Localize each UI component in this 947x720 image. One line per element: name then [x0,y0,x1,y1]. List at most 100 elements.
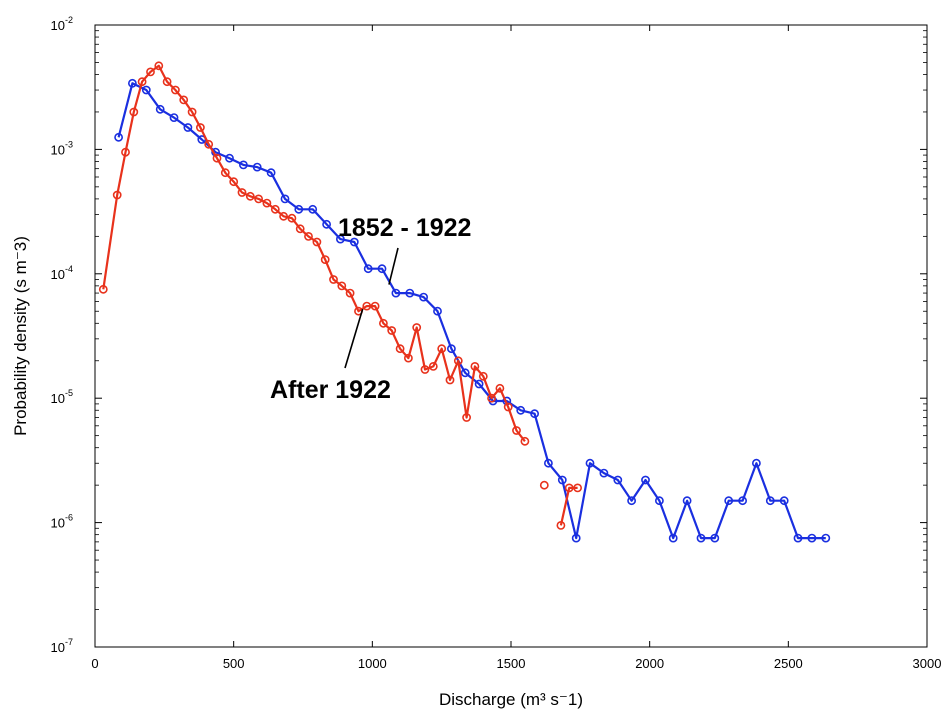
data-point-after-1922 [195,123,205,132]
data-point-1852-1922 [765,496,775,506]
data-point-1852-1922 [779,496,789,506]
data-point-after-1922 [187,107,197,117]
data-point-after-1922 [470,361,480,371]
data-point-after-1922 [129,107,139,117]
annotation-pointer [388,247,399,285]
data-point-after-1922 [320,255,330,264]
x-tick-label: 1500 [497,656,526,671]
data-point-after-1922 [362,301,372,311]
data-point-1852-1922 [127,78,137,88]
data-point-1852-1922 [266,168,276,178]
data-point-after-1922 [154,61,164,71]
data-point-1852-1922 [169,113,179,122]
y-axis-label: Probability density (s m⁻3) [11,236,30,436]
data-point-after-1922 [512,426,521,435]
data-point-1852-1922 [696,533,706,543]
data-point-1852-1922 [544,458,553,468]
data-point-after-1922 [220,168,230,178]
data-point-after-1922 [495,383,505,393]
data-point-1852-1922 [433,306,442,316]
data-point-1852-1922 [460,368,470,378]
data-point-1852-1922 [668,533,678,543]
data-point-after-1922 [237,188,247,197]
data-point-1852-1922 [655,496,664,506]
data-point-1852-1922 [557,475,567,485]
data-point-after-1922 [478,371,488,381]
x-tick-label: 500 [223,656,245,671]
series-line-after-1922 [559,486,578,526]
data-point-1852-1922 [405,288,415,298]
data-point-1852-1922 [238,160,248,170]
y-tick-label: 10-6 [51,513,73,531]
data-point-after-1922 [556,521,566,530]
data-point-after-1922 [337,281,347,291]
data-point-1852-1922 [571,533,581,543]
data-point-after-1922 [370,301,380,311]
x-axis-label: Discharge (m³ s⁻1) [439,690,583,709]
data-point-after-1922 [462,413,471,422]
data-point-after-1922 [345,288,355,298]
data-point-1852-1922 [807,533,817,543]
annotation-pointer [344,308,364,369]
data-point-after-1922 [395,344,405,354]
data-point-1852-1922 [349,237,359,247]
data-point-after-1922 [295,224,305,234]
data-point-1852-1922 [155,104,165,114]
data-point-1852-1922 [530,409,539,419]
data-point-after-1922 [329,275,338,284]
data-point-1852-1922 [641,475,650,485]
data-point-1852-1922 [308,204,318,214]
data-point-after-1922 [487,393,496,403]
data-point-after-1922 [564,483,574,493]
data-point-after-1922 [403,353,413,363]
data-point-after-1922 [304,231,313,241]
data-point-1852-1922 [280,194,290,204]
data-point-1852-1922 [474,379,484,389]
data-point-1852-1922 [377,264,387,274]
data-point-after-1922 [420,365,430,374]
data-point-after-1922 [279,211,288,221]
data-point-after-1922 [312,237,322,247]
data-point-after-1922 [179,95,189,105]
x-tick-label: 3000 [913,656,942,671]
data-point-after-1922 [378,318,388,328]
x-tick-label: 2500 [774,656,803,671]
data-point-after-1922 [262,198,272,208]
data-point-1852-1922 [335,234,345,244]
data-point-after-1922 [412,323,422,332]
annotation-label: After 1922 [270,376,391,404]
data-point-1852-1922 [141,85,151,95]
annotation-label: 1852 - 1922 [338,214,471,242]
data-point-after-1922 [121,147,130,157]
data-point-after-1922 [229,177,239,187]
data-point-after-1922 [146,67,155,77]
data-point-after-1922 [287,213,297,223]
data-point-1852-1922 [627,496,636,506]
y-tick-label: 10-2 [51,15,73,33]
data-point-1852-1922 [516,405,526,415]
data-point-1852-1922 [724,496,734,506]
data-point-1852-1922 [585,458,595,468]
data-point-after-1922 [573,483,582,493]
data-point-after-1922 [387,326,397,335]
x-tick-label: 0 [91,656,98,671]
data-point-after-1922 [453,356,463,366]
plot-area [94,24,928,648]
y-tick-label: 10-7 [51,637,73,655]
y-tick-label: 10-3 [51,139,73,157]
data-point-1852-1922 [752,458,761,468]
data-point-1852-1922 [599,468,609,478]
data-point-1852-1922 [225,153,234,163]
data-point-after-1922 [254,194,263,204]
data-point-after-1922 [520,436,530,446]
axis-ticks: 0 500 1000 1500 2000 2500 3000 10-7 10-6 10-5 10-4… [51,15,942,671]
data-point-after-1922 [137,77,147,87]
x-tick-label: 2000 [635,656,664,671]
data-point-after-1922 [170,85,180,95]
data-point-1852-1922 [419,292,428,302]
data-point-1852-1922 [183,123,193,132]
data-point-1852-1922 [793,533,803,543]
data-point-1852-1922 [294,204,304,214]
data-point-after-1922 [503,402,513,412]
